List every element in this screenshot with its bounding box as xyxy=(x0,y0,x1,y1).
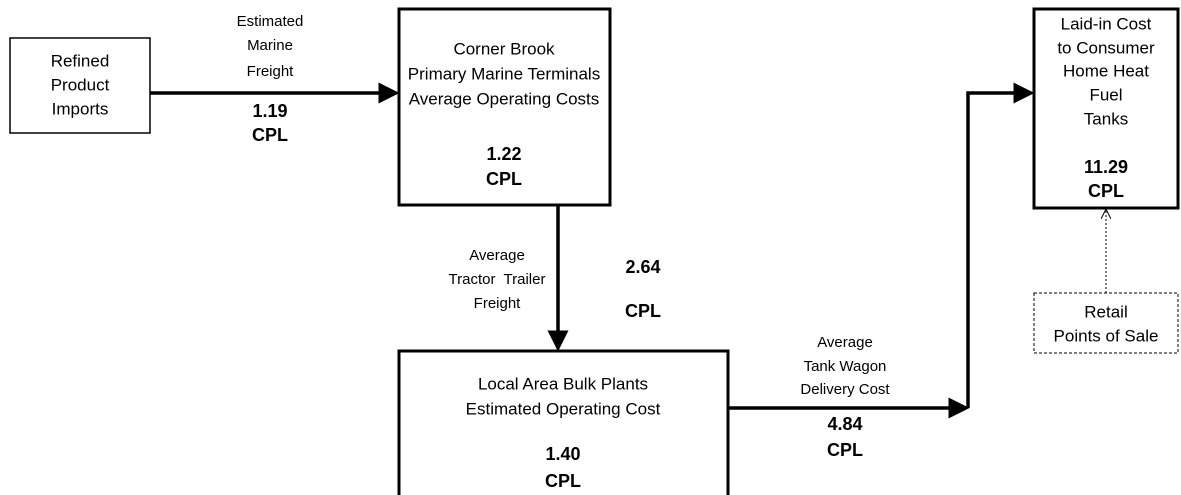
labels: Refined Product Imports Corner Brook Primary… xyxy=(51,13,1159,491)
value-label: CPL xyxy=(486,169,522,189)
text-label: Product xyxy=(51,75,110,94)
text-label: Retail xyxy=(1084,302,1127,321)
text-label: Tractor Trailer xyxy=(449,271,546,288)
text-label: Points of Sale xyxy=(1054,326,1159,345)
value-label: 1.40 xyxy=(545,444,580,464)
text-label: Average xyxy=(817,334,873,351)
node-box xyxy=(1032,7,1180,210)
text-label: Laid-in Cost xyxy=(1061,14,1152,33)
node-box xyxy=(397,7,612,207)
text-label: Estimated xyxy=(237,13,304,30)
text-label: Freight xyxy=(247,63,295,80)
text-label: Local Area Bulk Plants xyxy=(478,374,648,393)
value-label: 4.84 xyxy=(827,414,862,434)
text-label: Imports xyxy=(52,99,109,118)
text-label: Fuel xyxy=(1089,85,1122,104)
value-label: CPL xyxy=(827,440,863,460)
text-label: Primary Marine Terminals xyxy=(408,64,600,83)
text-label: Average Operating Costs xyxy=(409,89,600,108)
value-label: 11.29 xyxy=(1084,157,1128,177)
text-label: Average xyxy=(469,247,525,264)
value-label: 2.64 xyxy=(625,257,660,277)
value-label: CPL xyxy=(625,301,661,321)
value-label: CPL xyxy=(545,471,581,491)
text-label: Tank Wagon xyxy=(804,358,887,375)
value-label: 1.19 xyxy=(252,101,287,121)
text-label: Marine xyxy=(247,37,293,54)
text-label: Freight xyxy=(474,295,522,312)
text-label: Refined xyxy=(51,51,110,70)
value-label: CPL xyxy=(1088,181,1124,201)
text-label: Home Heat xyxy=(1063,61,1149,80)
value-label: CPL xyxy=(252,125,288,145)
text-label: Tanks xyxy=(1084,109,1128,128)
text-label: Corner Brook xyxy=(453,39,555,58)
node-box xyxy=(9,37,151,134)
arrow xyxy=(966,82,1035,408)
text-label: Estimated Operating Cost xyxy=(466,399,661,418)
text-label: Delivery Cost xyxy=(800,381,890,398)
text-label: to Consumer xyxy=(1057,38,1155,57)
value-label: 1.22 xyxy=(486,144,521,164)
